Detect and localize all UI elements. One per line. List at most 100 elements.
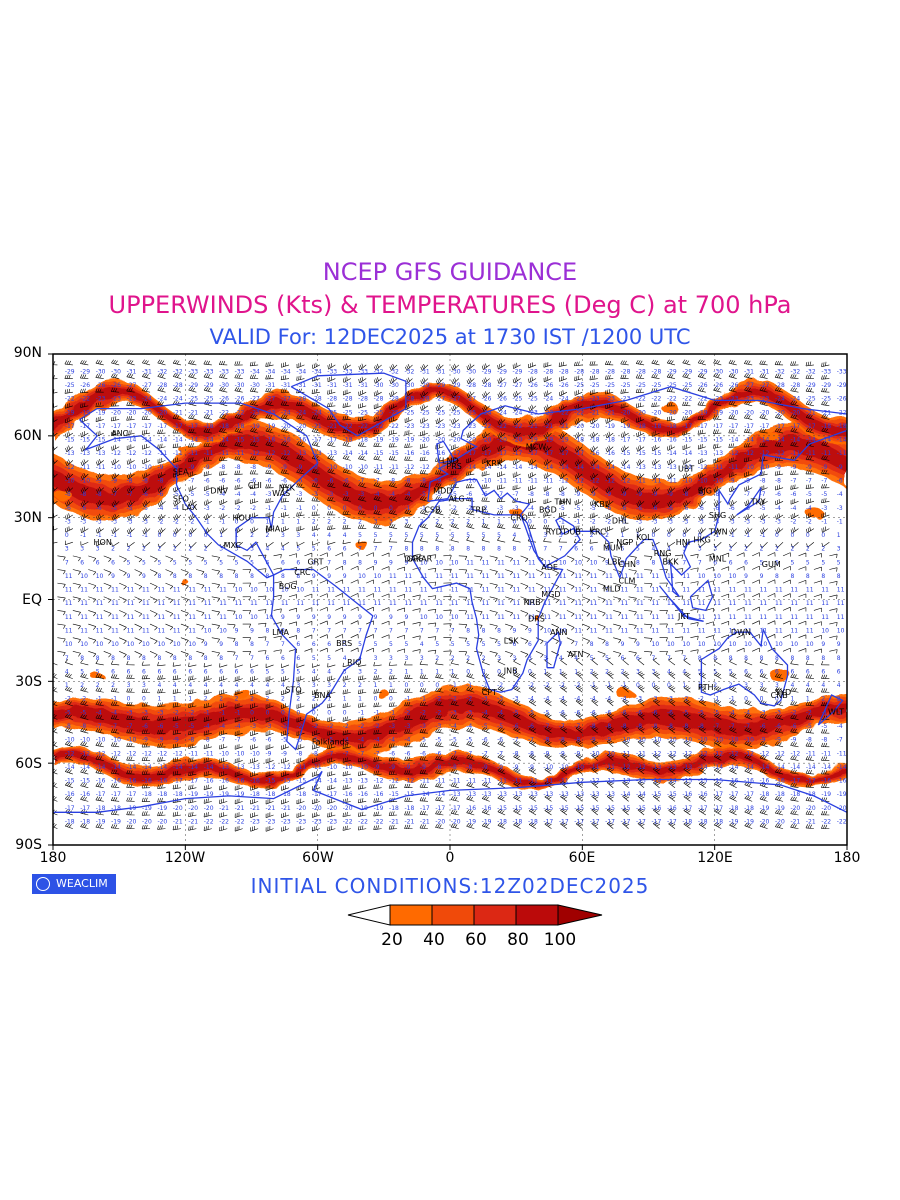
temperature-value: -5 bbox=[682, 709, 688, 716]
temperature-value: 10 bbox=[744, 641, 752, 648]
temperature-value: -6 bbox=[621, 505, 627, 512]
station-label: ANC bbox=[111, 429, 128, 438]
temperature-value: 11 bbox=[451, 600, 459, 607]
temperature-value: 0 bbox=[389, 505, 393, 512]
station-label: WAS bbox=[272, 489, 290, 498]
colorbar-segment-0 bbox=[389, 904, 433, 926]
temperature-value: -13 bbox=[451, 791, 461, 798]
temperature-value: -21 bbox=[790, 818, 800, 825]
wind-patch-7 bbox=[55, 491, 73, 501]
temperature-value: 4 bbox=[513, 532, 517, 539]
temperature-value: -11 bbox=[96, 464, 106, 471]
wind-barb bbox=[435, 391, 444, 398]
temperature-value: -8 bbox=[250, 464, 256, 471]
temperature-value: -21 bbox=[590, 409, 600, 416]
wind-barb bbox=[605, 389, 614, 395]
temperature-value: 3 bbox=[127, 682, 131, 689]
temperature-value: 9 bbox=[374, 559, 378, 566]
temperature-value: -4 bbox=[806, 505, 812, 512]
temperature-value: -21 bbox=[235, 805, 245, 812]
temperature-value: -24 bbox=[775, 396, 785, 403]
temperature-value: -15 bbox=[80, 437, 90, 444]
temperature-value: 2 bbox=[466, 518, 470, 525]
temperature-value: 9 bbox=[837, 641, 841, 648]
station-label: JNB bbox=[503, 666, 518, 675]
temperature-value: 0 bbox=[528, 518, 532, 525]
station-label: CHI bbox=[248, 481, 262, 490]
temperature-value: -23 bbox=[404, 423, 414, 430]
temperature-value: -5 bbox=[482, 723, 488, 730]
temperature-value: -10 bbox=[605, 750, 615, 757]
temperature-value: 5 bbox=[497, 641, 501, 648]
temperature-value: 11 bbox=[157, 614, 165, 621]
temperature-value: 8 bbox=[435, 546, 439, 553]
temperature-value: -4 bbox=[389, 737, 395, 744]
wind-barb bbox=[64, 403, 73, 409]
temperature-value: -13 bbox=[219, 764, 229, 771]
temperature-value: -31 bbox=[420, 368, 430, 375]
temperature-value: 11 bbox=[466, 573, 474, 580]
temperature-value: -17 bbox=[435, 805, 445, 812]
lat-label-90n: 90N bbox=[13, 345, 42, 361]
wind-patch-5 bbox=[180, 580, 190, 586]
temperature-value: -33 bbox=[837, 368, 847, 375]
temperature-value: -20 bbox=[729, 409, 739, 416]
wind-barb bbox=[543, 404, 552, 412]
temperature-value: -15 bbox=[698, 437, 708, 444]
temperature-value: -25 bbox=[821, 396, 831, 403]
wind-barb bbox=[265, 400, 274, 407]
temperature-value: -14 bbox=[543, 464, 553, 471]
temperature-value: -20 bbox=[312, 805, 322, 812]
temperature-value: -4 bbox=[204, 723, 210, 730]
temperature-value: 9 bbox=[250, 628, 254, 635]
station-label: HOU bbox=[232, 514, 250, 523]
temperature-value: 10 bbox=[250, 614, 258, 621]
temperature-value: 1 bbox=[806, 696, 810, 703]
temperature-value: 9 bbox=[636, 641, 640, 648]
temperature-value: -23 bbox=[574, 396, 584, 403]
temperature-value: 10 bbox=[188, 641, 196, 648]
temperature-value: 2 bbox=[219, 696, 223, 703]
temperature-value: -3 bbox=[682, 518, 688, 525]
temperature-value: -3 bbox=[142, 518, 148, 525]
temperature-value: -20 bbox=[204, 805, 214, 812]
temperature-value: -3 bbox=[312, 491, 318, 498]
temperature-value: 5 bbox=[281, 668, 285, 675]
temperature-value: -24 bbox=[312, 409, 322, 416]
station-label: TKY bbox=[750, 497, 766, 506]
temperature-value: 10 bbox=[590, 559, 598, 566]
temperature-value: -25 bbox=[466, 409, 476, 416]
temperature-value: -18 bbox=[389, 805, 399, 812]
temperature-value: 5 bbox=[80, 668, 84, 675]
temperature-value: 3 bbox=[65, 546, 69, 553]
temperature-value: 6 bbox=[266, 655, 270, 662]
temperature-value: 10 bbox=[420, 614, 428, 621]
temperature-value: -11 bbox=[528, 778, 538, 785]
temperature-value: -5 bbox=[466, 737, 472, 744]
temperature-value: -9 bbox=[574, 750, 580, 757]
temperature-value: 11 bbox=[296, 600, 304, 607]
temperature-value: -14 bbox=[157, 764, 167, 771]
temperature-value: 2 bbox=[358, 682, 362, 689]
temperature-value: -21 bbox=[173, 409, 183, 416]
wind-barb bbox=[790, 374, 799, 379]
temperature-value: 7 bbox=[358, 628, 362, 635]
wind-barb bbox=[774, 360, 784, 366]
wind-patch-0 bbox=[90, 672, 104, 680]
temperature-value: -7 bbox=[543, 723, 549, 730]
temperature-value: -8 bbox=[96, 491, 102, 498]
temperature-value: 11 bbox=[65, 614, 73, 621]
temperature-value: 8 bbox=[235, 641, 239, 648]
temperature-value: -10 bbox=[343, 464, 353, 471]
temperature-value: 11 bbox=[605, 628, 613, 635]
temperature-value: 6 bbox=[111, 668, 115, 675]
temperature-value: -14 bbox=[466, 464, 476, 471]
temperature-value: -6 bbox=[312, 477, 318, 484]
temperature-value: -22 bbox=[358, 818, 368, 825]
temperature-value: -18 bbox=[729, 805, 739, 812]
temperature-value: -19 bbox=[250, 423, 260, 430]
temperature-value: -19 bbox=[65, 409, 75, 416]
lat-label-60n: 60N bbox=[13, 428, 42, 444]
temperature-value: 0 bbox=[404, 682, 408, 689]
colorbar-segment-below bbox=[347, 904, 391, 926]
